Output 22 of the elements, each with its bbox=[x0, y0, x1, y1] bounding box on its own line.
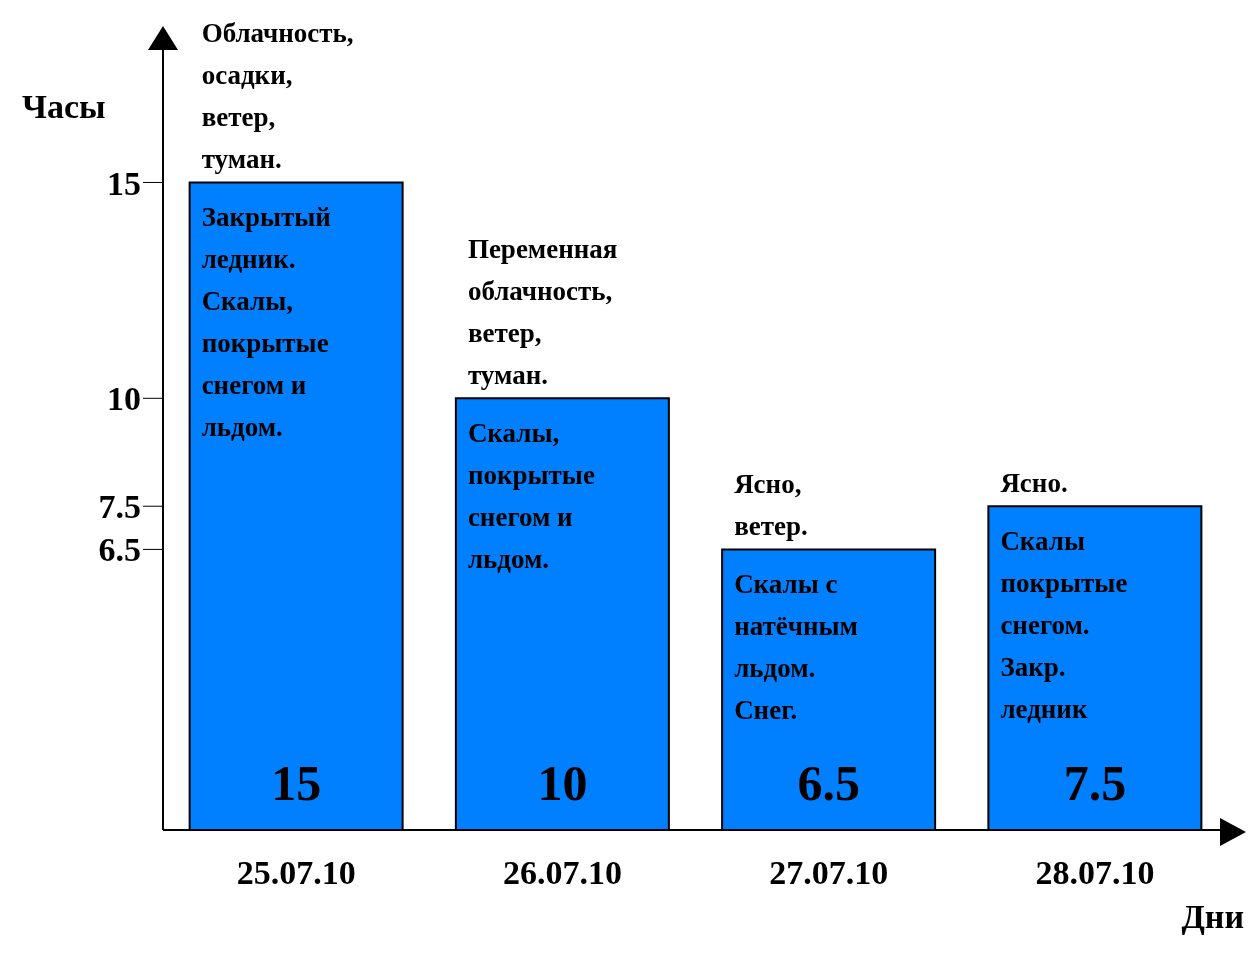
y-axis-title: Часы bbox=[22, 88, 106, 126]
data-label: 15 bbox=[271, 755, 322, 811]
annotation: Скалы, покрытые снегом и льдом. bbox=[467, 418, 595, 575]
annotation: Скалы покрытые снегом. Закр. ледник bbox=[1000, 526, 1128, 725]
annotation: Закрытый ледник. Скалы, покрытые снегом и льдом. bbox=[201, 202, 331, 443]
x-tick-label: 25.07.10 bbox=[236, 854, 356, 892]
x-tick-label: 26.07.10 bbox=[502, 854, 622, 892]
y-tick-label: 10 bbox=[107, 380, 141, 418]
data-label: 7.5 bbox=[1063, 755, 1127, 811]
y-tick-label: 6.5 bbox=[98, 531, 141, 569]
x-axis-title: Дни bbox=[1181, 898, 1244, 936]
data-label: 6.5 bbox=[797, 755, 860, 811]
y-tick-label: 7.5 bbox=[98, 488, 141, 526]
annotation: Скалы с натёчным льдом. Снег. bbox=[734, 569, 858, 726]
y-tick-label: 15 bbox=[107, 164, 141, 202]
data-label: 10 bbox=[537, 755, 588, 811]
x-tick-label: 27.07.10 bbox=[769, 854, 889, 892]
annotation: Переменная облачность, ветер, туман. bbox=[467, 234, 618, 391]
annotation: Ясно, ветер. bbox=[734, 469, 808, 542]
annotation: Облачность, осадки, ветер, туман. bbox=[201, 18, 354, 175]
annotation: Ясно. bbox=[1000, 468, 1068, 499]
x-tick-label: 28.07.10 bbox=[1035, 854, 1155, 892]
